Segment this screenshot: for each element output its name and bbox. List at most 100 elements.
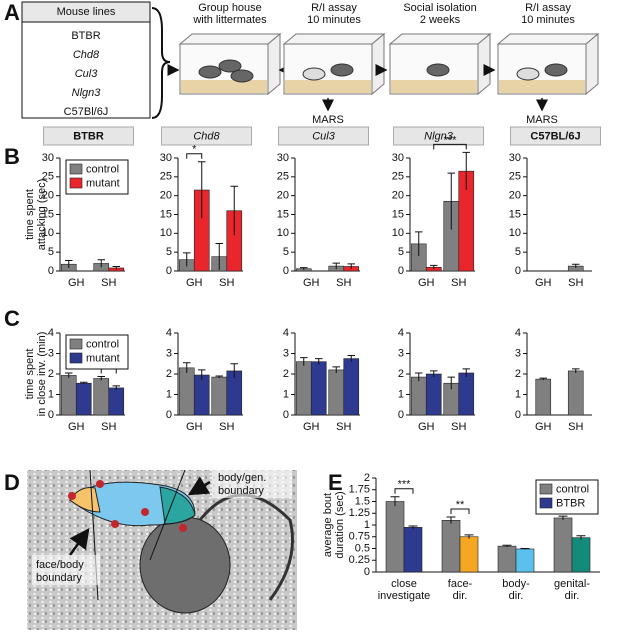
strain-label: BTBR xyxy=(73,130,104,142)
error-bar xyxy=(112,265,120,270)
y-tick-label: 25 xyxy=(42,171,54,183)
y-tick-label: 20 xyxy=(392,190,404,202)
y-tick-label: 10 xyxy=(509,227,521,239)
error-bar xyxy=(300,267,308,270)
bar xyxy=(515,548,535,573)
error-bar xyxy=(390,496,400,507)
y-tick-label: 25 xyxy=(277,171,289,183)
error-bar xyxy=(502,544,512,548)
y-axis-label: average bout xyxy=(322,493,334,557)
error-bar xyxy=(215,243,223,270)
y-tick-label: 2 xyxy=(283,368,289,380)
y-tick-label: 25 xyxy=(160,171,172,183)
mouse xyxy=(544,63,568,77)
y-tick-label: 0 xyxy=(283,265,289,277)
error-bar xyxy=(576,535,586,540)
x-tick-label: SH xyxy=(451,421,466,433)
y-tick-label: 30 xyxy=(160,152,172,164)
bar xyxy=(60,375,77,416)
x-tick-label: dir. xyxy=(565,590,580,602)
y-tick-label: 2 xyxy=(398,368,404,380)
mouse xyxy=(218,59,242,73)
x-tick-label: investigate xyxy=(378,590,431,602)
cage-side xyxy=(371,32,385,96)
y-tick-label: 0 xyxy=(48,265,54,277)
keypoint xyxy=(179,524,187,532)
significance-label: * xyxy=(192,144,197,156)
y-tick-label: 5 xyxy=(48,246,54,258)
step-label: R/I assay xyxy=(525,2,571,14)
mouse-lines-header xyxy=(21,1,151,23)
arrow xyxy=(187,476,211,496)
error-bar xyxy=(315,358,323,365)
y-tick-label: 4 xyxy=(515,327,521,339)
mouse xyxy=(198,65,222,79)
x-tick-label: genital- xyxy=(554,578,590,590)
cage xyxy=(282,33,386,45)
y-tick-label: 0 xyxy=(364,566,370,578)
significance-bracket xyxy=(433,143,467,150)
y-tick-label: 1 xyxy=(364,519,370,531)
strain-box xyxy=(161,126,252,146)
x-tick-label: close xyxy=(391,578,417,590)
step-label: 10 minutes xyxy=(307,14,361,26)
mouse-line: Cul3 xyxy=(75,68,99,80)
label-bg xyxy=(32,555,100,585)
error-bar xyxy=(462,151,470,191)
error-bar xyxy=(347,263,355,270)
mouse-line: Chd8 xyxy=(73,49,100,61)
y-tick-label: 25 xyxy=(509,171,521,183)
annotation: boundary xyxy=(218,485,264,497)
mouse xyxy=(230,69,254,83)
y-tick-label: 1.25 xyxy=(349,507,370,519)
error-bar xyxy=(430,370,438,378)
error-bar xyxy=(230,185,238,236)
strain-box xyxy=(393,126,484,146)
output: MARS xyxy=(526,114,558,126)
bar xyxy=(403,527,423,573)
error-bar xyxy=(332,366,340,373)
bar xyxy=(93,378,110,416)
bar xyxy=(441,519,461,573)
mouse xyxy=(302,67,326,81)
mouse-lines-title: Mouse lines xyxy=(57,6,116,18)
cage xyxy=(178,33,282,45)
mouse xyxy=(426,63,450,77)
y-tick-label: 4 xyxy=(398,327,404,339)
y-tick-label: 10 xyxy=(160,227,172,239)
bar xyxy=(410,376,427,416)
bar xyxy=(535,378,552,416)
strain-box xyxy=(43,126,134,146)
y-tick-label: 0 xyxy=(283,409,289,421)
x-tick-label: GH xyxy=(186,277,203,289)
legend-label: control xyxy=(86,338,119,350)
bar xyxy=(211,376,228,416)
bar xyxy=(178,367,195,416)
y-tick-label: 3 xyxy=(398,347,404,359)
annotation: body/gen. xyxy=(218,472,266,484)
y-tick-label: 10 xyxy=(392,227,404,239)
y-tick-label: 10 xyxy=(42,227,54,239)
y-tick-label: 2 xyxy=(364,472,370,484)
bedding xyxy=(285,80,371,93)
bar xyxy=(458,372,475,416)
significance-bracket xyxy=(450,508,470,515)
x-tick-label: SH xyxy=(219,277,234,289)
bar xyxy=(295,361,312,416)
y-tick-label: 5 xyxy=(515,246,521,258)
panel-label: C xyxy=(4,306,20,331)
x-tick-label: dir. xyxy=(509,590,524,602)
y-tick-label: 30 xyxy=(42,152,54,164)
strain-box xyxy=(510,126,601,146)
step-label: Group house xyxy=(198,2,262,14)
y-tick-label: 0 xyxy=(398,409,404,421)
x-tick-label: GH xyxy=(68,277,85,289)
y-tick-label: 0.25 xyxy=(349,554,370,566)
x-tick-label: SH xyxy=(451,277,466,289)
legend-label: BTBR xyxy=(556,497,585,509)
y-tick-label: 3 xyxy=(166,347,172,359)
bar xyxy=(571,537,591,573)
error-bar xyxy=(430,264,438,270)
mouse-line: Nlgn3 xyxy=(72,87,102,99)
legend-swatch xyxy=(69,338,83,350)
